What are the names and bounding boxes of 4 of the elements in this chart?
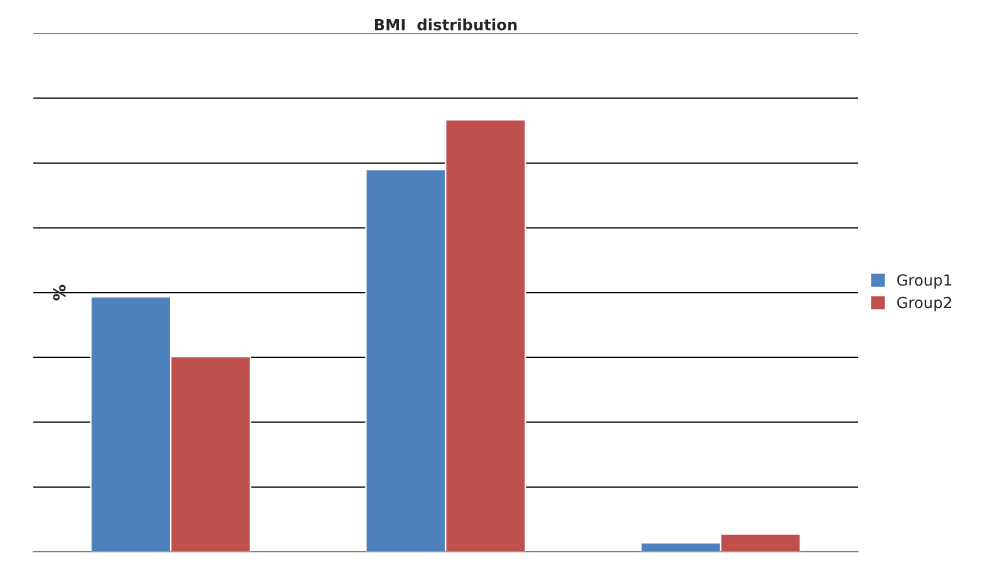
chart-title: BMI distribution <box>374 18 517 31</box>
legend-label: Group2 <box>897 296 952 312</box>
legend-label: Group1 <box>897 274 952 289</box>
y-axis-title: % <box>53 284 66 301</box>
